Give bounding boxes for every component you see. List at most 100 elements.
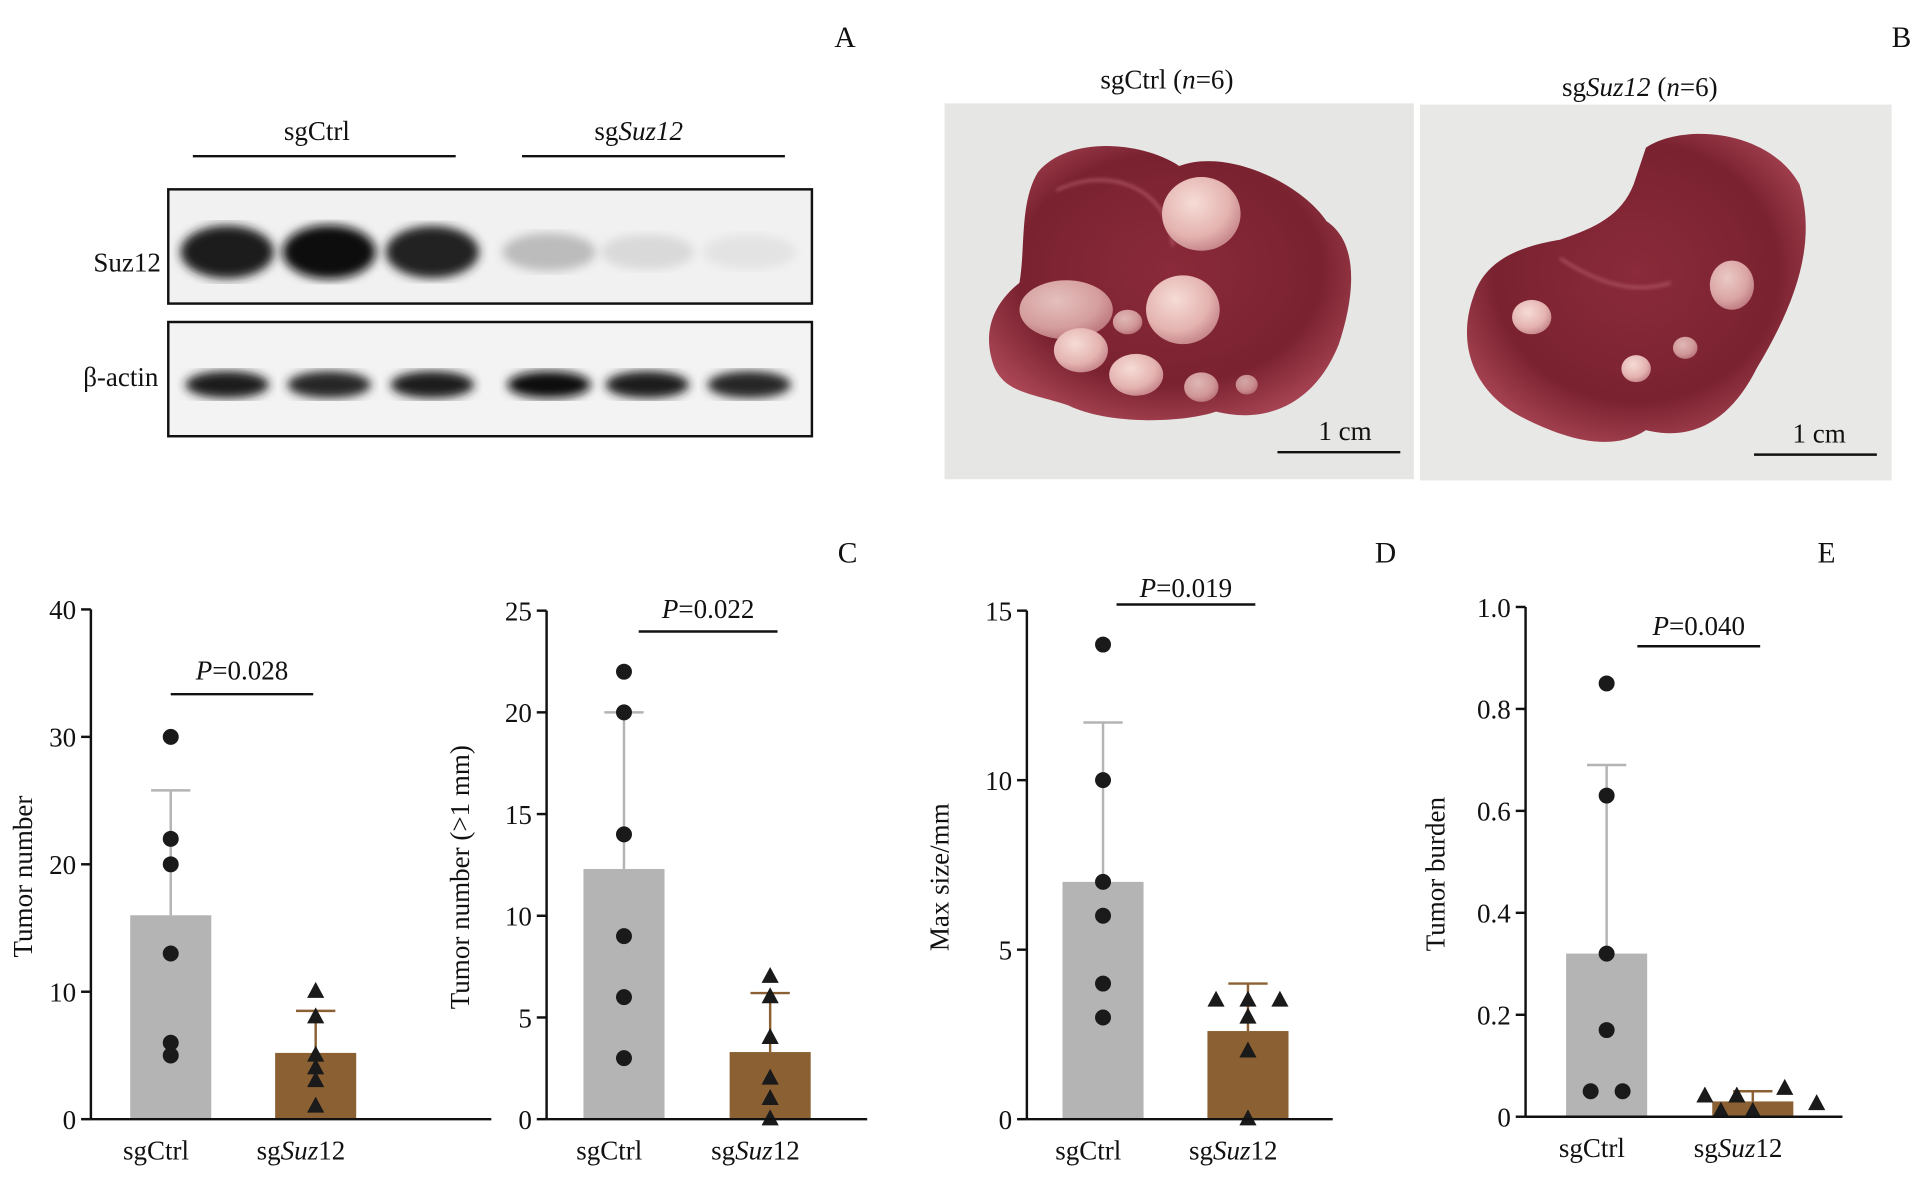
wb-group-label-suz12: sgSuz12 [594, 116, 683, 146]
data-point-triangle [1207, 990, 1225, 1007]
p-value-label: P=0.022 [661, 594, 755, 624]
data-point-triangle [1271, 990, 1289, 1007]
panel-letter-b: B [1892, 22, 1912, 54]
data-point-triangle [1239, 1007, 1257, 1024]
data-point-triangle [1744, 1101, 1762, 1118]
photo-title-ctrl: sgCtrl (n=6) [1100, 65, 1233, 95]
y-tick-label: 10 [49, 978, 76, 1008]
data-point-circle [616, 1050, 632, 1067]
chart-4: 0 0.2 0.4 0.6 0.8 1.0 Tumor burden sgCtrl sgSuz1… [1421, 593, 1843, 1163]
data-point-circle [162, 945, 179, 962]
scale-bar-label-ctrl: 1 cm [1318, 416, 1371, 446]
x-tick-label: sgSuz12 [1694, 1133, 1783, 1163]
data-point-triangle [761, 1027, 779, 1044]
liver-photo-suz12: sgSuz12 (n=6) 1 cm [1419, 72, 1892, 481]
wb-band [507, 371, 591, 399]
data-point-circle [162, 856, 179, 873]
data-point-triangle [761, 966, 779, 983]
y-axis-label: Max size/mm [924, 803, 954, 951]
y-tick-label: 0 [63, 1105, 77, 1135]
data-point-circle [1095, 975, 1112, 992]
y-tick-label: 0.4 [1477, 899, 1511, 929]
data-point-triangle [307, 981, 325, 998]
y-tick-label: 1.0 [1477, 593, 1511, 623]
chart-3: 0 5 10 15 Max size/mm sgCtrl sgSuz12 P=0.019 [924, 573, 1333, 1166]
data-point-triangle [307, 1007, 325, 1024]
wb-band [180, 225, 274, 279]
x-tick-label: sgSuz12 [1189, 1136, 1278, 1166]
y-tick-label: 25 [505, 596, 532, 626]
photo-title-suz12: sgSuz12 (n=6) [1562, 72, 1718, 102]
wb-band [390, 371, 475, 399]
y-tick-label: 15 [985, 596, 1012, 626]
data-point-circle [162, 830, 179, 847]
wb-blot-actin [167, 320, 814, 438]
wb-band [600, 234, 694, 270]
y-tick-label: 0 [999, 1105, 1013, 1135]
wb-band [185, 371, 270, 399]
x-tick-label: sgCtrl [576, 1136, 642, 1166]
y-tick-label: 0.6 [1477, 797, 1511, 827]
data-point-triangle [1239, 1041, 1257, 1058]
y-tick-label: 20 [505, 698, 532, 728]
data-point-circle [162, 728, 179, 745]
data-point-circle [1598, 1022, 1615, 1039]
data-point-circle [1095, 1009, 1112, 1026]
data-point-triangle [1239, 990, 1257, 1007]
data-point-triangle [761, 987, 779, 1004]
wb-band [385, 225, 480, 279]
y-axis-label: Tumor number [8, 796, 38, 958]
data-point-triangle [1728, 1086, 1746, 1103]
data-point-triangle [307, 1045, 325, 1062]
data-point-circle [616, 704, 632, 721]
data-point-triangle [1808, 1094, 1826, 1111]
data-point-circle [1095, 636, 1112, 653]
data-point-triangle [1776, 1078, 1794, 1095]
data-point-triangle [1239, 1109, 1257, 1126]
data-point-circle [1095, 772, 1112, 789]
y-tick-label: 20 [49, 850, 76, 880]
data-point-triangle [1712, 1101, 1730, 1118]
y-tick-label: 40 [49, 595, 76, 625]
wb-group-label-ctrl: sgCtrl [284, 116, 350, 146]
data-point-circle [1598, 675, 1615, 692]
y-tick-label: 0 [1497, 1103, 1511, 1133]
p-value-label: P=0.040 [1651, 611, 1745, 641]
data-point-circle [1095, 873, 1112, 890]
wb-band [702, 234, 796, 270]
y-tick-label: 0.8 [1477, 695, 1511, 725]
p-value-label: P=0.028 [195, 655, 289, 685]
y-axis-label: Tumor number (>1 mm) [445, 745, 475, 1009]
data-point-triangle [307, 1058, 325, 1075]
wb-band [502, 233, 596, 271]
data-point-triangle [761, 1089, 779, 1105]
western-blot: sgCtrl sgSuz12 Suz12 β-actin [83, 116, 814, 438]
wb-row-label-suz12: Suz12 [93, 248, 161, 278]
data-point-triangle [307, 1096, 325, 1113]
data-point-circle [616, 663, 632, 680]
y-tick-label: 30 [49, 723, 76, 753]
data-point-circle [1095, 907, 1112, 924]
wb-blot-suz12 [167, 188, 814, 305]
data-point-triangle [761, 1068, 779, 1085]
data-point-circle [162, 1034, 179, 1051]
y-tick-label: 5 [999, 935, 1013, 965]
y-tick-label: 10 [505, 902, 532, 932]
panel-letter-e: E [1817, 538, 1835, 570]
y-tick-label: 5 [518, 1003, 532, 1033]
data-point-circle [616, 989, 632, 1006]
chart-1: 0 10 20 30 40 Tumor number sgCtrl sgSuz12 P=0.02… [8, 595, 492, 1166]
data-point-circle [1598, 787, 1615, 804]
x-tick-label: sgCtrl [1559, 1133, 1625, 1163]
y-tick-label: 15 [505, 800, 532, 830]
y-tick-label: 0 [518, 1105, 532, 1135]
x-tick-label: sgSuz12 [257, 1136, 346, 1166]
data-point-circle [162, 1047, 179, 1064]
p-value-label: P=0.019 [1139, 573, 1233, 603]
data-point-circle [616, 928, 632, 945]
wb-row-label-actin: β-actin [83, 362, 159, 392]
data-point-circle [1614, 1083, 1631, 1100]
wb-band [282, 224, 376, 280]
data-point-circle [616, 826, 632, 843]
